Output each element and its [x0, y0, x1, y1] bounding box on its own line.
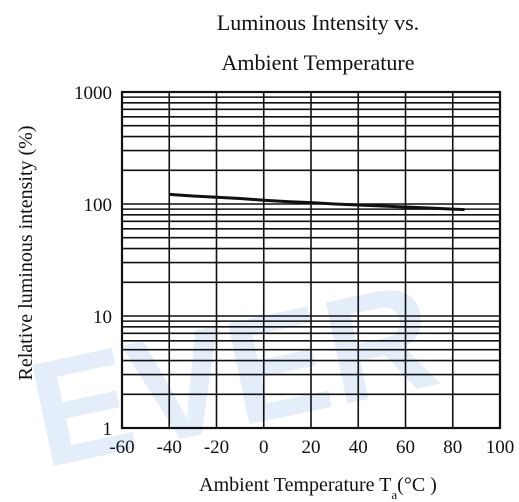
series-line-0 [169, 192, 465, 212]
x-tick-label: 20 [302, 437, 321, 458]
x-tick-label: -20 [204, 437, 229, 458]
chart-title-line-1: Luminous Intensity vs. [217, 10, 419, 35]
x-tick-label: -40 [157, 437, 182, 458]
y-tick-label: 1 [103, 419, 113, 440]
x-axis-label-subscript: a [391, 487, 397, 502]
x-tick-labels: -60 -40 -20 0 20 40 60 80 100 [109, 437, 514, 458]
y-tick-label: 10 [93, 307, 112, 328]
x-axis-label: Ambient Temperature Ta(°C ) [199, 474, 437, 502]
series-curves [169, 192, 465, 212]
y-tick-labels: 1 10 100 1000 [74, 83, 112, 440]
plot-frame [120, 90, 502, 430]
y-tick-label: 1000 [74, 83, 112, 104]
x-tick-label: 60 [396, 437, 415, 458]
x-axis-label-main: Ambient Temperature T [199, 474, 391, 496]
y-tick-label: 100 [84, 195, 113, 216]
x-tick-label: 100 [486, 437, 515, 458]
grid-lines [122, 92, 500, 428]
x-tick-label: 40 [349, 437, 368, 458]
x-tick-label: 0 [259, 437, 269, 458]
y-axis-label: Relative luminous intensity (%) [15, 126, 37, 381]
chart-title-line-2: Ambient Temperature [222, 50, 415, 75]
x-tick-label: -60 [109, 437, 134, 458]
x-axis-label-unit: (°C ) [397, 474, 437, 496]
x-tick-label: 80 [443, 437, 462, 458]
